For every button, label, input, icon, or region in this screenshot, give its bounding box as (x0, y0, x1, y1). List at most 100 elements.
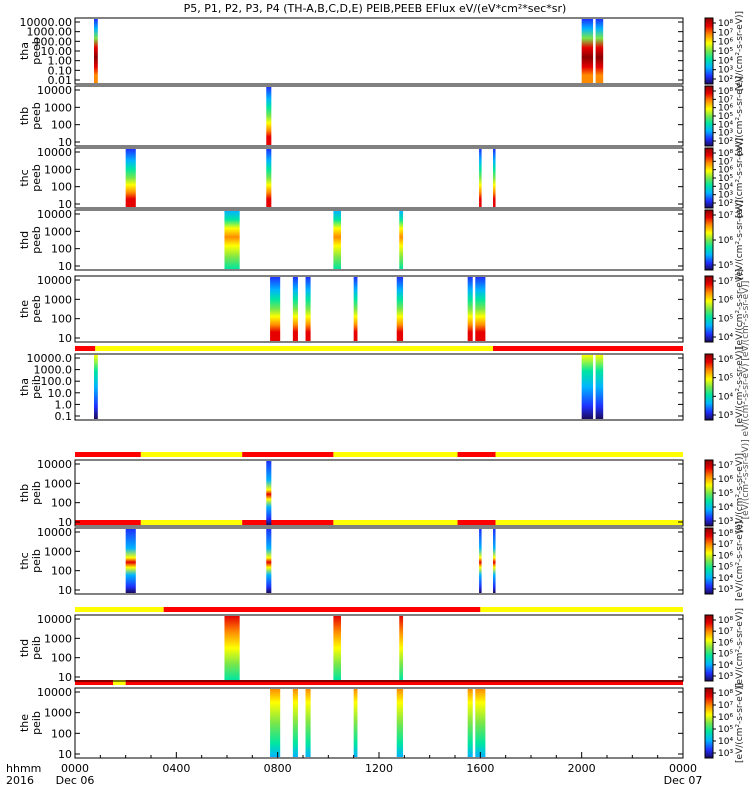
spectrogram-block (475, 689, 486, 757)
spectrogram-block (270, 277, 281, 341)
panel-label-product: peib (30, 636, 43, 660)
colorbar-unit: [eV/(cm²-s-sr-eV)] (735, 11, 745, 91)
x-tick-label: 0800 (264, 762, 292, 775)
colorbar-tick-label: 10⁶ (718, 713, 733, 723)
x-tick-label: 0400 (162, 762, 190, 775)
status-segment-yellow (333, 520, 458, 525)
status-segment-red (457, 520, 496, 525)
y-tick-label: 100 (51, 652, 72, 665)
colorbar-tick-label: 10⁶ (718, 236, 733, 246)
y-tick-label: 10000.00 (20, 16, 73, 29)
colorbar-tick-label: 10⁴ (718, 574, 733, 584)
panel-label-probe: tha (18, 378, 31, 396)
spectrogram-block (270, 689, 281, 757)
panel-label-product: peib (30, 481, 43, 505)
panel-label-product: peib (30, 549, 43, 573)
colorbar-tick-label: 10⁵ (718, 725, 733, 735)
colorbar-tick-label: 10² (718, 199, 733, 209)
panel-label-probe: thd (18, 639, 31, 657)
spectrogram-block (333, 616, 341, 680)
y-tick-label: 100 (51, 119, 72, 132)
y-tick-label: 10000 (37, 146, 72, 159)
colorbar-tick-label: 10⁵ (718, 314, 733, 324)
panel-label-product: peeb (30, 226, 43, 254)
y-tick-label: 100 (51, 727, 72, 740)
spectrogram-block (493, 149, 496, 207)
colorbar-tick-label: 10⁷ (718, 627, 733, 637)
spectrogram-block (396, 689, 404, 757)
panel-frame (74, 85, 684, 147)
y-tick-label: 10000 (37, 458, 72, 471)
colorbar-tick-label: 10⁵ (718, 47, 733, 57)
y-tick-label: 0.01 (48, 74, 73, 87)
y-tick-label: 10 (58, 671, 72, 684)
colorbar (704, 17, 714, 85)
spectrogram-block (125, 149, 136, 207)
colorbar-unit-label: [eV/(cm²-s-sr-eV)] (735, 138, 745, 218)
x-tick-sublabel: Dec 06 (56, 774, 95, 787)
colorbar-tick-label: 10³ (718, 517, 733, 527)
y-tick-label: 100.00 (34, 35, 73, 48)
status-segment-red (242, 520, 334, 525)
panel-frame (74, 147, 684, 209)
colorbar-unit-label: [eV/(cm²-s-sr-eV)] (735, 521, 745, 601)
colorbar-tick-label: 10³ (718, 749, 733, 759)
panel-label: the peeb (18, 295, 43, 323)
panel-label: the peib (18, 711, 43, 735)
colorbar-tick-label: 10⁶ (718, 638, 733, 648)
status-segment-yellow (95, 346, 494, 351)
colorbar-tick-label: 10⁴ (718, 503, 733, 513)
colorbar-tick-label: 10⁶ (718, 296, 733, 306)
colorbar (704, 85, 714, 147)
spectrogram-block (305, 277, 311, 341)
spectrogram-block (467, 689, 473, 757)
y-tick-label: 100 (51, 181, 72, 194)
panel-label-probe: tha (18, 42, 31, 60)
colorbar-tick-label: 10⁴ (718, 56, 733, 66)
spectrogram-block (305, 689, 311, 757)
y-tick-label: 10000 (37, 526, 72, 539)
colorbar-tick-label: 10³ (718, 411, 733, 421)
status-segment-red (163, 607, 481, 612)
x-axis-caption-year: 2016 (6, 774, 34, 787)
colorbar-tick-label: 10⁴ (718, 120, 733, 130)
colorbar-tick-label: 10⁷ (718, 157, 733, 167)
colorbar-unit: [eV/(cm²-s-sr-eV)] (735, 608, 745, 688)
colorbar-overlap: [eV/(cm²-s-sr-eV)] eV/(cm²-s-sr-eV) [eV/… (741, 281, 750, 520)
status-segment-yellow (75, 607, 164, 612)
colorbar-unit: [eV/(cm²-s-sr-eV)] (735, 138, 745, 218)
y-tick-label: 10 (58, 136, 72, 149)
spectrogram-block (266, 461, 272, 525)
panel-label-product: peeb (30, 37, 43, 65)
panel-label-probe: thd (18, 231, 31, 249)
colorbar-tick-label: 10⁸ (718, 529, 733, 539)
spectrogram-block (595, 355, 604, 419)
status-segment-yellow (140, 452, 243, 457)
panel-label-product: peeb (30, 164, 43, 192)
status-segment-yellow (333, 452, 458, 457)
panel-label-probe: thc (18, 169, 31, 186)
x-axis-caption-time: hhmm (6, 762, 41, 775)
spectrogram-block (396, 277, 404, 341)
spectrogram-block (479, 149, 482, 207)
spectrogram-block (94, 355, 98, 419)
y-tick-label: 10 (58, 584, 72, 597)
panel-label: tha peib (18, 375, 43, 399)
colorbar-tick-label: 10⁸ (718, 149, 733, 159)
status-segment-yellow (495, 452, 683, 457)
x-tick-label: 0000 (669, 762, 697, 775)
colorbar-unit: [eV/(cm²-s-sr-eV)] (735, 521, 745, 601)
y-tick-label: 1000 (44, 293, 72, 306)
y-tick-label: 100 (51, 497, 72, 510)
y-tick-label: 1000 (44, 225, 72, 238)
colorbar-unit: [eV/(cm²-s-sr-eV)] (735, 269, 745, 349)
panel-label-product: peeb (30, 102, 43, 130)
colorbar-tick-label: 10⁷ (718, 540, 733, 550)
status-segment-red (457, 452, 496, 457)
colorbar-unit-label: [eV/(cm²-s-sr-eV)] (735, 11, 745, 91)
spectrogram-block (333, 211, 341, 269)
colorbar (704, 614, 714, 682)
status-segment-red (75, 680, 113, 685)
y-tick-label: 100 (51, 565, 72, 578)
colorbar-tick-label: 10³ (718, 585, 733, 595)
